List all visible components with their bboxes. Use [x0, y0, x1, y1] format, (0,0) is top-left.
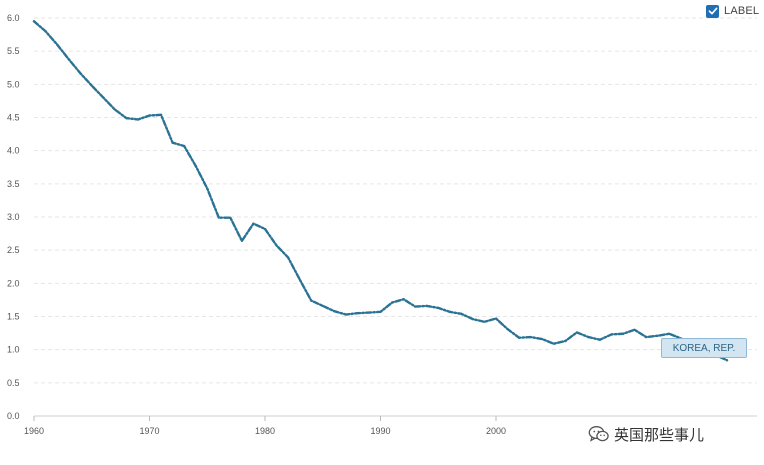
x-tick-label: 1970	[139, 426, 159, 436]
legend[interactable]: LABEL	[706, 3, 759, 19]
data-point[interactable]	[263, 227, 267, 231]
data-point[interactable]	[275, 244, 278, 247]
data-point[interactable]	[460, 312, 463, 315]
x-tick-label: 1980	[255, 426, 275, 436]
data-point[interactable]	[287, 256, 290, 259]
y-tick-label: 5.5	[7, 46, 20, 56]
data-point[interactable]	[183, 144, 186, 148]
data-point[interactable]	[633, 328, 636, 331]
data-point[interactable]	[333, 310, 336, 313]
data-point[interactable]	[229, 216, 232, 219]
watermark-text: 英国那些事儿	[614, 425, 705, 444]
y-tick-label: 1.0	[7, 345, 20, 355]
data-point[interactable]	[564, 339, 567, 343]
data-point[interactable]	[136, 118, 140, 121]
data-point[interactable]	[356, 312, 359, 315]
data-point[interactable]	[518, 336, 521, 339]
data-point[interactable]	[79, 71, 82, 75]
data-point[interactable]	[125, 117, 128, 120]
y-tick-label: 2.0	[7, 278, 20, 288]
y-axis: 0.0 0.5 1.0 1.5 2.0 2.5 3.0 3.5 4.0 4.5 5.0 5.5 6.0	[7, 13, 20, 421]
data-point[interactable]	[148, 114, 151, 117]
data-point[interactable]	[240, 239, 243, 242]
x-axis: 1960 1970 1980 1990 2000	[24, 415, 757, 436]
legend-label: LABEL	[724, 5, 760, 17]
data-point[interactable]	[44, 30, 47, 33]
data-point[interactable]	[367, 311, 371, 314]
x-tick-label: 1960	[24, 426, 44, 436]
data-point[interactable]	[102, 96, 105, 99]
checkmark-icon	[708, 7, 717, 15]
data-point[interactable]	[252, 222, 255, 225]
y-tick-label: 4.5	[7, 113, 20, 123]
y-tick-label: 2.5	[7, 245, 20, 255]
y-tick-label: 5.0	[7, 79, 20, 89]
y-tick-label: 3.5	[7, 179, 20, 189]
data-point[interactable]	[321, 304, 324, 307]
data-point[interactable]	[575, 331, 578, 334]
data-point[interactable]	[32, 20, 36, 23]
series-label-tooltip: KOREA, REP.	[661, 338, 747, 358]
data-point[interactable]	[113, 108, 116, 111]
data-point[interactable]	[471, 318, 474, 321]
y-tick-label: 0.0	[7, 411, 20, 421]
data-point[interactable]	[414, 305, 417, 308]
data-point[interactable]	[310, 299, 313, 302]
legend-checkbox[interactable]	[706, 4, 719, 18]
series-points	[32, 20, 729, 362]
data-point[interactable]	[159, 113, 163, 116]
data-point[interactable]	[506, 328, 509, 331]
data-point[interactable]	[171, 141, 174, 144]
data-point[interactable]	[90, 84, 93, 87]
data-point[interactable]	[194, 164, 197, 168]
data-point[interactable]	[425, 304, 428, 307]
data-point[interactable]	[217, 216, 220, 219]
data-point[interactable]	[448, 310, 451, 313]
data-point[interactable]	[402, 298, 405, 301]
data-point[interactable]	[390, 301, 394, 304]
data-point[interactable]	[529, 335, 532, 339]
data-point[interactable]	[552, 342, 555, 345]
data-point[interactable]	[725, 359, 729, 362]
data-point[interactable]	[437, 306, 440, 309]
x-tick-label: 2000	[486, 426, 506, 436]
data-point[interactable]	[344, 313, 347, 316]
data-point[interactable]	[645, 335, 648, 339]
data-point[interactable]	[598, 338, 602, 341]
data-point[interactable]	[656, 334, 659, 337]
data-point[interactable]	[610, 333, 613, 336]
y-tick-label: 0.5	[7, 378, 20, 388]
data-point[interactable]	[483, 320, 486, 323]
y-tick-label: 1.5	[7, 312, 20, 322]
y-tick-label: 4.0	[7, 146, 20, 156]
data-point[interactable]	[67, 58, 70, 61]
series-line-korea[interactable]	[32, 20, 729, 362]
data-point[interactable]	[587, 335, 590, 339]
watermark: 英国那些事儿	[588, 422, 704, 446]
data-point[interactable]	[621, 332, 625, 335]
data-point[interactable]	[298, 278, 301, 281]
y-tick-label: 6.0	[7, 13, 20, 23]
data-point[interactable]	[541, 337, 544, 341]
wechat-icon	[588, 426, 609, 442]
data-point[interactable]	[494, 317, 498, 320]
data-point[interactable]	[379, 310, 382, 313]
x-tick-label: 1990	[370, 426, 390, 436]
y-tick-label: 3.0	[7, 212, 20, 222]
data-point[interactable]	[206, 187, 209, 190]
data-point[interactable]	[56, 43, 59, 46]
grid	[34, 17, 757, 417]
data-point[interactable]	[668, 332, 671, 335]
